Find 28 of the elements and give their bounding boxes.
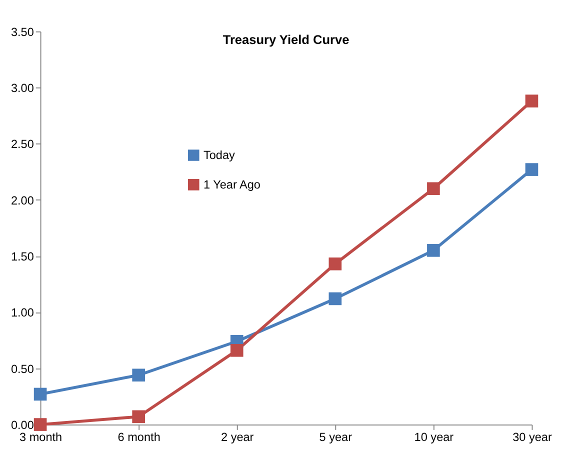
- chart-title: Treasury Yield Curve: [222, 32, 350, 48]
- x-tick-label: 3 month: [20, 430, 62, 444]
- point: [132, 410, 145, 424]
- point: [525, 163, 538, 176]
- y-tick-label: 3.00: [10, 82, 34, 95]
- y-tick-label: 1.50: [10, 250, 34, 264]
- point: [427, 182, 440, 196]
- x-tick-label: 2 year: [220, 430, 254, 444]
- legend-label: Today: [203, 149, 235, 162]
- y-tick-label: 1.00: [10, 306, 34, 320]
- x-tick-label: 6 month: [118, 430, 160, 444]
- point: [525, 94, 538, 108]
- y-tick-label: 0.00: [10, 418, 34, 432]
- legend-label: 1 Year Ago: [203, 178, 261, 192]
- x-tick-label: 30 year: [512, 430, 552, 444]
- point: [34, 388, 47, 401]
- point: [328, 257, 342, 270]
- point: [427, 244, 440, 257]
- point: [34, 418, 47, 431]
- x-tick-label: 5 year: [319, 430, 352, 444]
- point: [328, 292, 342, 306]
- y-tick-label: 2.50: [10, 138, 34, 152]
- y-tick-label: 3.50: [10, 26, 34, 39]
- y-tick-label: 2.00: [10, 194, 34, 208]
- y-tick-label: 0.50: [10, 362, 34, 376]
- point: [132, 368, 145, 382]
- point: [230, 344, 244, 357]
- x-tick-label: 10 year: [414, 430, 454, 444]
